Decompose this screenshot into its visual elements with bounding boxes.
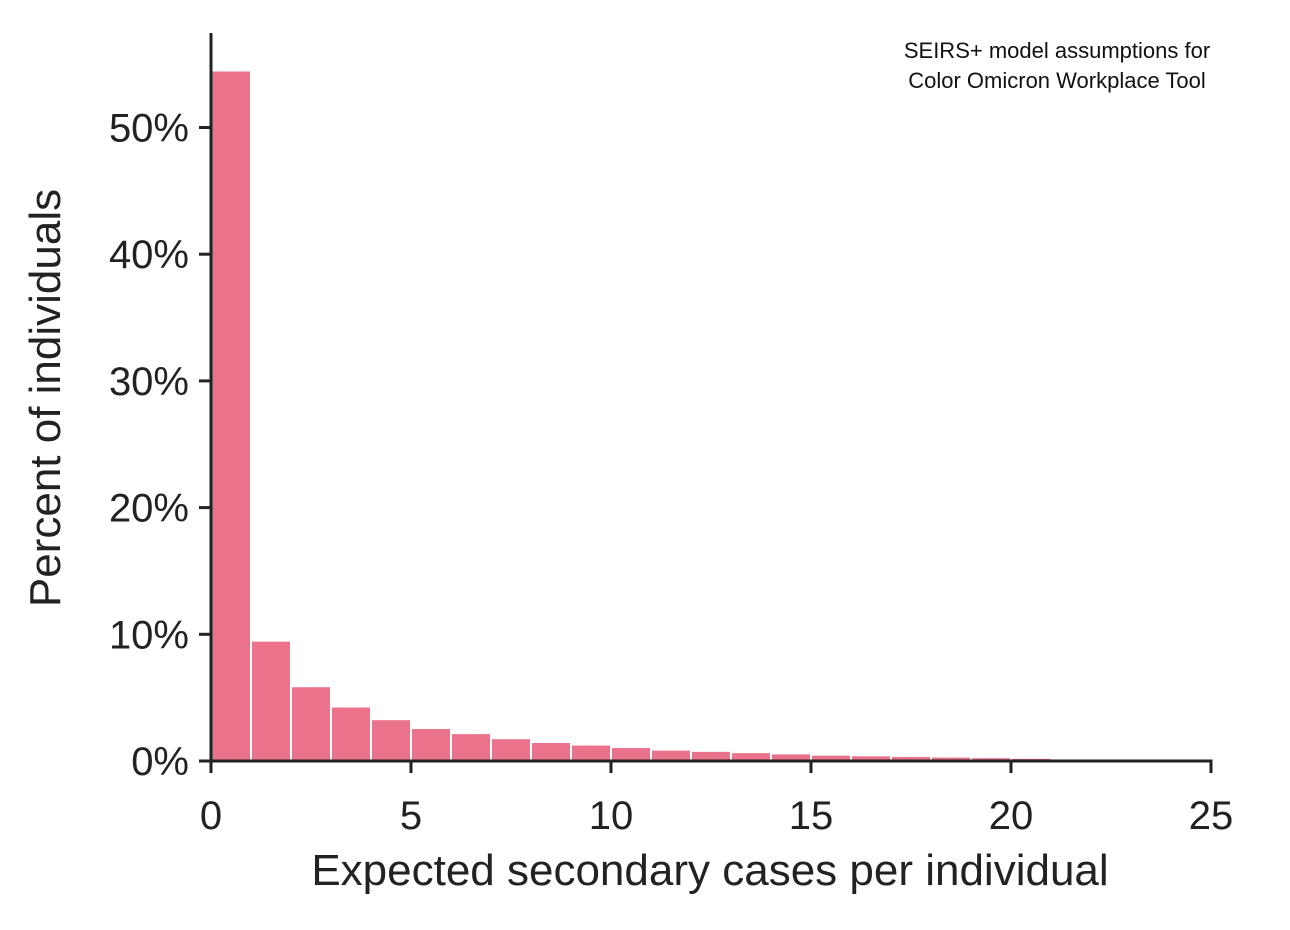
histogram-bar bbox=[610, 746, 652, 762]
y-tick-label: 20% bbox=[109, 487, 189, 531]
histogram-bar bbox=[530, 740, 572, 762]
x-tick-label: 25 bbox=[1189, 794, 1234, 838]
bars-group bbox=[210, 69, 1212, 763]
y-tick-label: 0% bbox=[131, 740, 189, 784]
histogram-bar bbox=[570, 743, 612, 762]
y-tick-label: 30% bbox=[109, 360, 189, 404]
histogram-bar bbox=[490, 737, 532, 762]
y-ticks-group: 0% 10% 20% 30% 40% 50% bbox=[109, 107, 211, 784]
x-axis-title: Expected secondary cases per individual bbox=[311, 846, 1108, 895]
histogram-bar bbox=[410, 727, 452, 762]
y-axis-title: Percent of individuals bbox=[21, 189, 70, 607]
x-tick-label: 20 bbox=[989, 794, 1034, 838]
histogram-bar bbox=[650, 748, 692, 762]
y-tick-label: 10% bbox=[109, 613, 189, 657]
annotation-line-1: SEIRS+ model assumptions for bbox=[904, 38, 1210, 63]
histogram-bar bbox=[690, 749, 732, 763]
x-tick-label: 5 bbox=[400, 794, 422, 838]
histogram-bar bbox=[210, 69, 252, 763]
annotation-line-2: Color Omicron Workplace Tool bbox=[908, 68, 1206, 93]
histogram-bar bbox=[250, 639, 292, 763]
x-tick-label: 10 bbox=[589, 794, 634, 838]
y-tick-label: 50% bbox=[109, 107, 189, 151]
x-ticks-group: 0 5 10 15 20 25 bbox=[200, 761, 1233, 838]
y-tick-label: 40% bbox=[109, 233, 189, 277]
x-tick-label: 15 bbox=[789, 794, 834, 838]
histogram-bar bbox=[330, 705, 372, 762]
histogram-bar bbox=[450, 732, 492, 762]
histogram-bar bbox=[290, 685, 332, 763]
histogram-bar bbox=[370, 718, 412, 763]
x-tick-label: 0 bbox=[200, 794, 222, 838]
